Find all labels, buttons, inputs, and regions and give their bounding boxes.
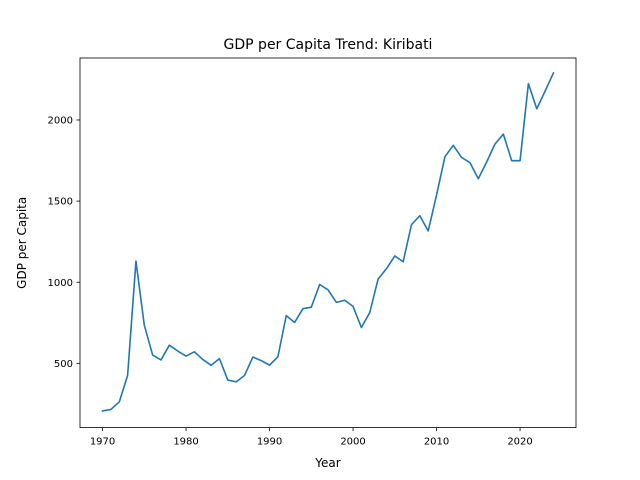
chart-title: GDP per Capita Trend: Kiribati [224, 37, 433, 53]
x-tick-label: 1980 [173, 437, 198, 448]
y-tick-label: 500 [54, 359, 73, 370]
series-layer [101, 71, 555, 412]
y-axis-label: GDP per Capita [15, 197, 29, 289]
x-tick-label: 2010 [424, 437, 449, 448]
plot-frame [79, 57, 577, 429]
x-tick-label: 2000 [340, 437, 365, 448]
y-tick-label: 1500 [48, 197, 73, 208]
x-tick-label: 2020 [507, 437, 532, 448]
y-tick-label: 2000 [48, 116, 73, 127]
x-tick-label: 1970 [90, 437, 115, 448]
ticks-layer: 1970 1980 1990 2000 2010 2020 500 1000 1500 2000 [48, 116, 533, 448]
y-tick-label: 1000 [48, 278, 73, 289]
plot-area [80, 58, 576, 428]
x-tick-label: 1990 [257, 437, 282, 448]
x-axis-label: Year [314, 456, 340, 470]
series-line [101, 71, 555, 412]
